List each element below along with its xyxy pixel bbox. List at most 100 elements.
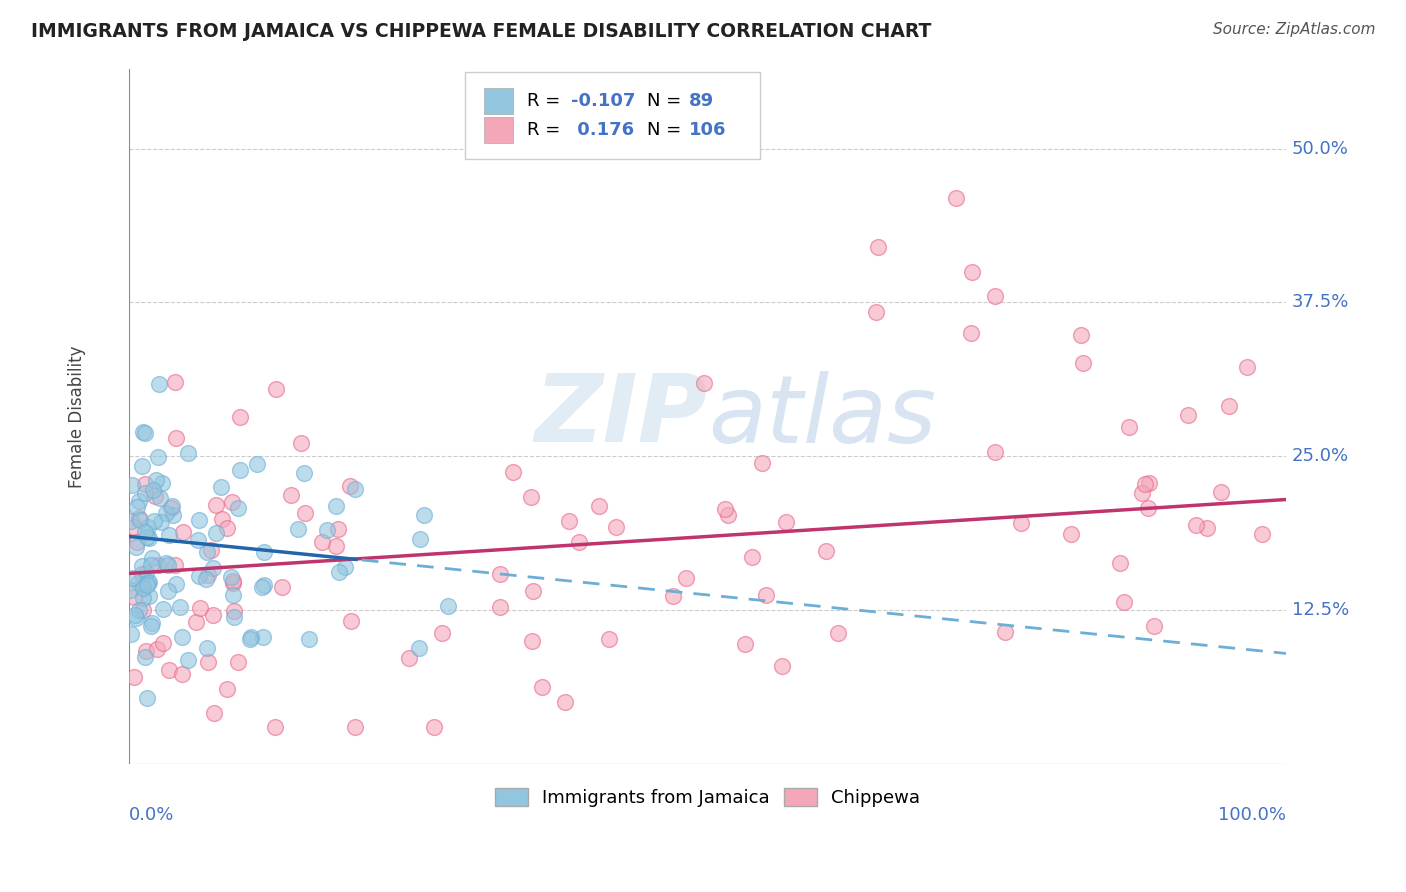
Point [568, 534, 591, 549]
Point [1059, 527, 1081, 541]
Point [141, 616, 163, 631]
Point [252, 630, 274, 644]
Point [135, 566, 157, 581]
Point [717, 508, 740, 522]
Point [150, 476, 173, 491]
Point [228, 463, 250, 477]
Point [489, 599, 512, 614]
Point [290, 436, 312, 450]
Point [125, 500, 148, 514]
Point [229, 410, 252, 425]
Text: -0.107: -0.107 [571, 92, 636, 111]
Point [1143, 619, 1166, 633]
Point [502, 465, 524, 479]
Point [1251, 527, 1274, 541]
Point [984, 445, 1007, 459]
Point [754, 588, 776, 602]
Point [190, 600, 212, 615]
Point [287, 522, 309, 536]
Point [1236, 359, 1258, 374]
Point [226, 500, 249, 515]
Text: 37.5%: 37.5% [1292, 293, 1350, 311]
Point [165, 577, 187, 591]
Point [160, 499, 183, 513]
Legend: Immigrants from Jamaica, Chippewa: Immigrants from Jamaica, Chippewa [488, 780, 928, 814]
Point [205, 525, 228, 540]
Point [135, 644, 157, 658]
Point [120, 627, 142, 641]
Point [1109, 556, 1132, 570]
Text: Female Disability: Female Disability [69, 345, 86, 488]
Point [222, 574, 245, 588]
Point [408, 640, 430, 655]
Point [197, 568, 219, 582]
Point [136, 520, 159, 534]
Point [598, 632, 620, 647]
Text: 25.0%: 25.0% [1292, 448, 1348, 466]
Point [215, 521, 238, 535]
Point [159, 663, 181, 677]
Point [250, 580, 273, 594]
Text: 0.176: 0.176 [571, 120, 634, 139]
FancyBboxPatch shape [465, 72, 759, 159]
Point [1070, 328, 1092, 343]
Point [335, 560, 357, 574]
Point [827, 625, 849, 640]
Point [184, 615, 207, 629]
Point [222, 575, 245, 590]
Point [734, 637, 756, 651]
Point [960, 265, 983, 279]
Point [239, 630, 262, 644]
Point [122, 571, 145, 585]
Point [588, 499, 610, 513]
Point [134, 477, 156, 491]
Point [325, 499, 347, 513]
Point [131, 566, 153, 581]
Text: 106: 106 [689, 120, 727, 139]
Point [340, 614, 363, 628]
Text: Source: ZipAtlas.com: Source: ZipAtlas.com [1212, 22, 1375, 37]
Point [128, 493, 150, 508]
Point [1130, 485, 1153, 500]
Point [959, 326, 981, 341]
Point [209, 480, 232, 494]
Point [128, 510, 150, 524]
Text: 100.0%: 100.0% [1218, 806, 1286, 824]
Point [409, 532, 432, 546]
Point [693, 376, 716, 390]
Text: N =: N = [648, 120, 688, 139]
Point [326, 522, 349, 536]
Point [280, 488, 302, 502]
Point [246, 458, 269, 472]
Point [984, 289, 1007, 303]
Point [134, 649, 156, 664]
Point [751, 456, 773, 470]
Point [187, 569, 209, 583]
Point [398, 651, 420, 665]
Point [150, 515, 173, 529]
Point [1137, 475, 1160, 490]
Point [675, 571, 697, 585]
Point [157, 528, 180, 542]
Point [134, 425, 156, 440]
Point [1112, 595, 1135, 609]
Point [311, 535, 333, 549]
Point [120, 583, 142, 598]
Point [124, 607, 146, 622]
Point [138, 531, 160, 545]
Point [142, 514, 165, 528]
Point [1010, 516, 1032, 530]
Point [170, 667, 193, 681]
Point [139, 618, 162, 632]
Point [1118, 419, 1140, 434]
Point [294, 506, 316, 520]
Point [520, 490, 543, 504]
Point [195, 544, 218, 558]
Point [124, 520, 146, 534]
Point [128, 603, 150, 617]
Point [226, 655, 249, 669]
Text: R =: R = [527, 92, 567, 111]
Point [145, 473, 167, 487]
Point [131, 459, 153, 474]
Text: 12.5%: 12.5% [1292, 601, 1348, 619]
